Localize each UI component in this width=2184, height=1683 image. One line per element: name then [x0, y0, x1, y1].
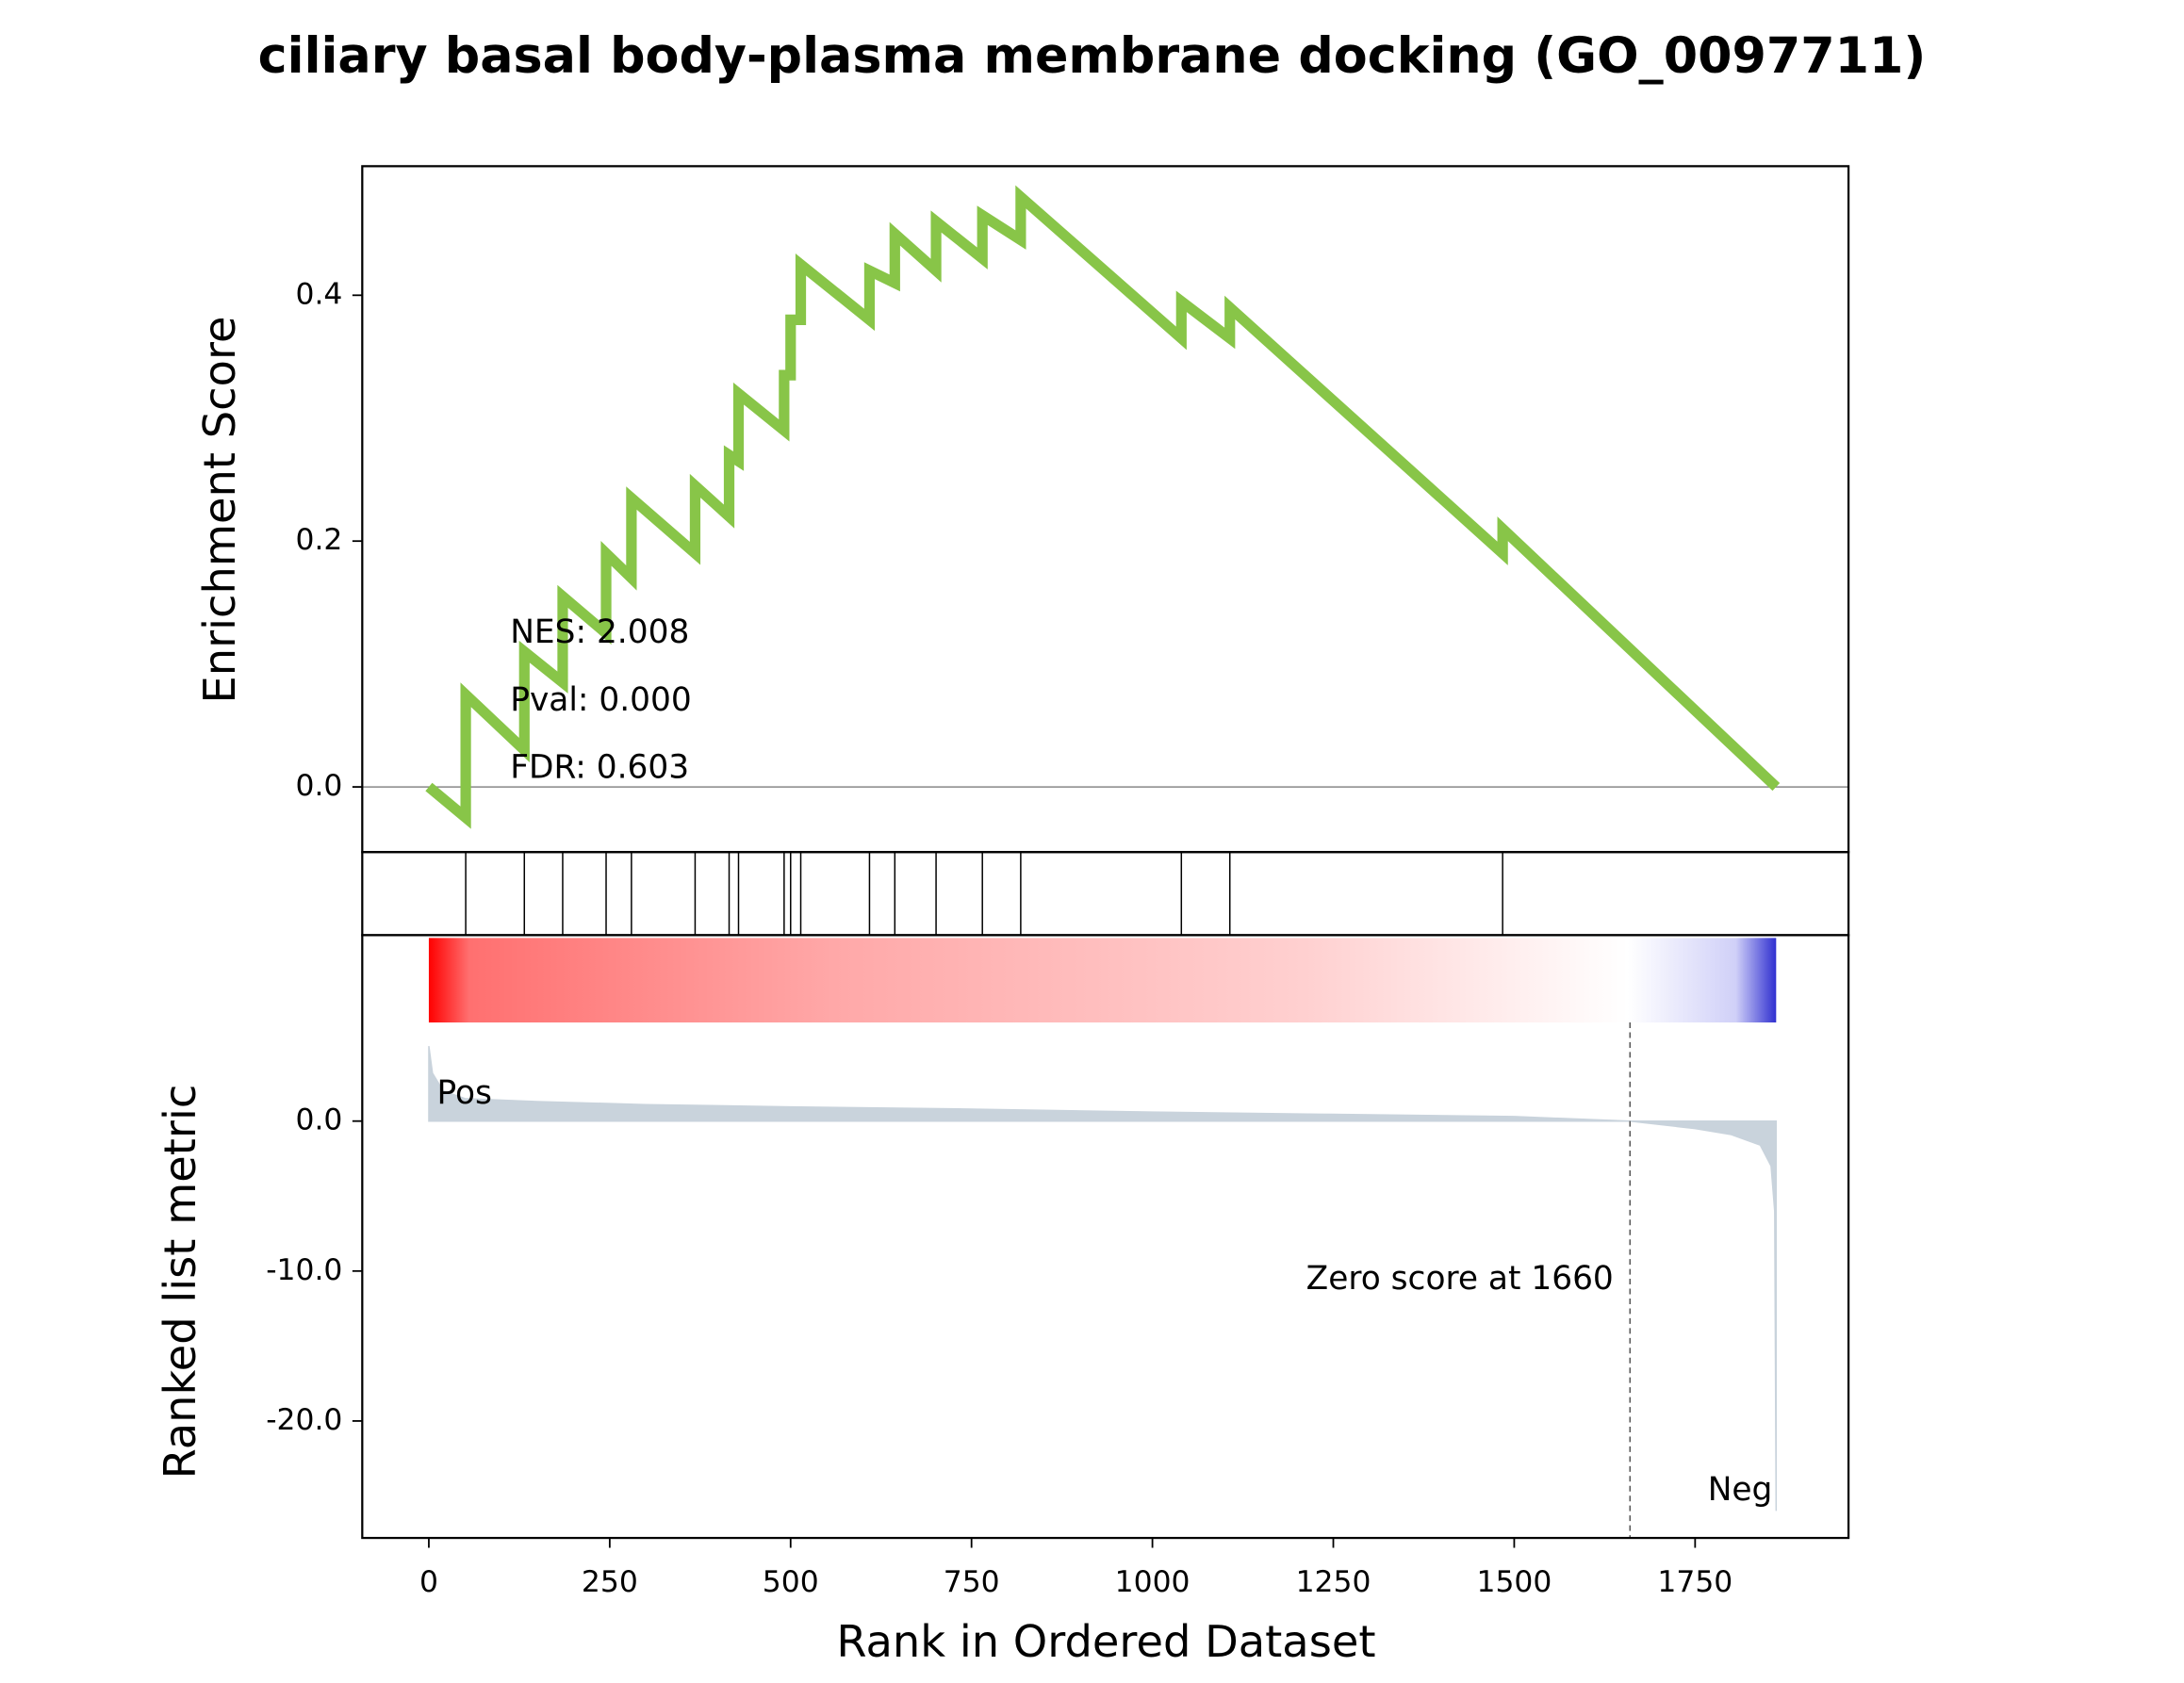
y-axis-label: Enrichment Score — [194, 317, 245, 704]
zero-score-label: Zero score at 1660 — [1306, 1260, 1614, 1298]
x-tick-label: 250 — [582, 1565, 638, 1599]
y-tick-label: 0.2 — [295, 523, 342, 557]
x-axis-label: Rank in Ordered Dataset — [836, 1616, 1375, 1667]
annotation: Pval: 0.000 — [510, 681, 692, 719]
y-tick-label: 0.0 — [295, 769, 342, 803]
y-tick-label: -20.0 — [266, 1403, 342, 1437]
x-tick-label: 1250 — [1296, 1565, 1371, 1599]
x-tick-label: 1000 — [1115, 1565, 1191, 1599]
x-tick-label: 1500 — [1476, 1565, 1552, 1599]
annotation: FDR: 0.603 — [510, 749, 689, 787]
x-tick-label: 750 — [944, 1565, 1000, 1599]
panel-frame — [361, 934, 1850, 1540]
enrichment-line — [425, 185, 1781, 829]
metric-area — [428, 1046, 1778, 1511]
x-tick-label: 0 — [419, 1565, 438, 1599]
annotation: NES: 2.008 — [510, 613, 689, 651]
x-tick-label: 1750 — [1657, 1565, 1732, 1599]
pos-label: Pos — [437, 1074, 492, 1112]
neg-label: Neg — [1708, 1471, 1773, 1509]
y-tick-label: 0.4 — [295, 277, 342, 311]
panel-frame — [361, 851, 1850, 937]
y-tick-label: 0.0 — [295, 1103, 342, 1137]
y-tick-label: -10.0 — [266, 1253, 342, 1287]
x-tick-label: 500 — [763, 1565, 819, 1599]
chart-title: ciliary basal body-plasma membrane docki… — [258, 27, 1927, 85]
color-bar — [428, 938, 1777, 1023]
y-axis-label: Ranked list metric — [155, 1085, 205, 1479]
